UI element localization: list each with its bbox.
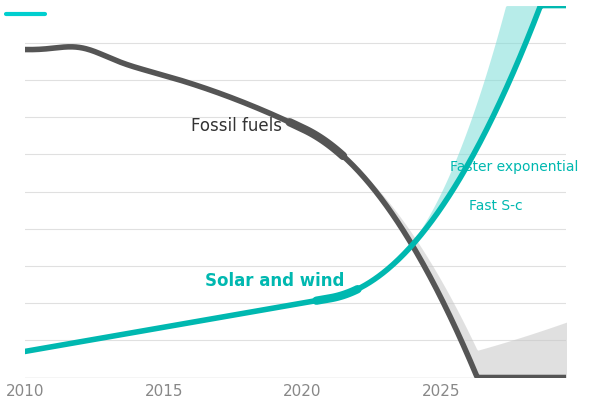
Text: Solar and wind: Solar and wind [205,272,344,290]
Text: Faster exponential: Faster exponential [449,160,578,174]
Text: Fossil fuels: Fossil fuels [191,117,283,135]
Text: Fast S-c: Fast S-c [469,199,523,213]
